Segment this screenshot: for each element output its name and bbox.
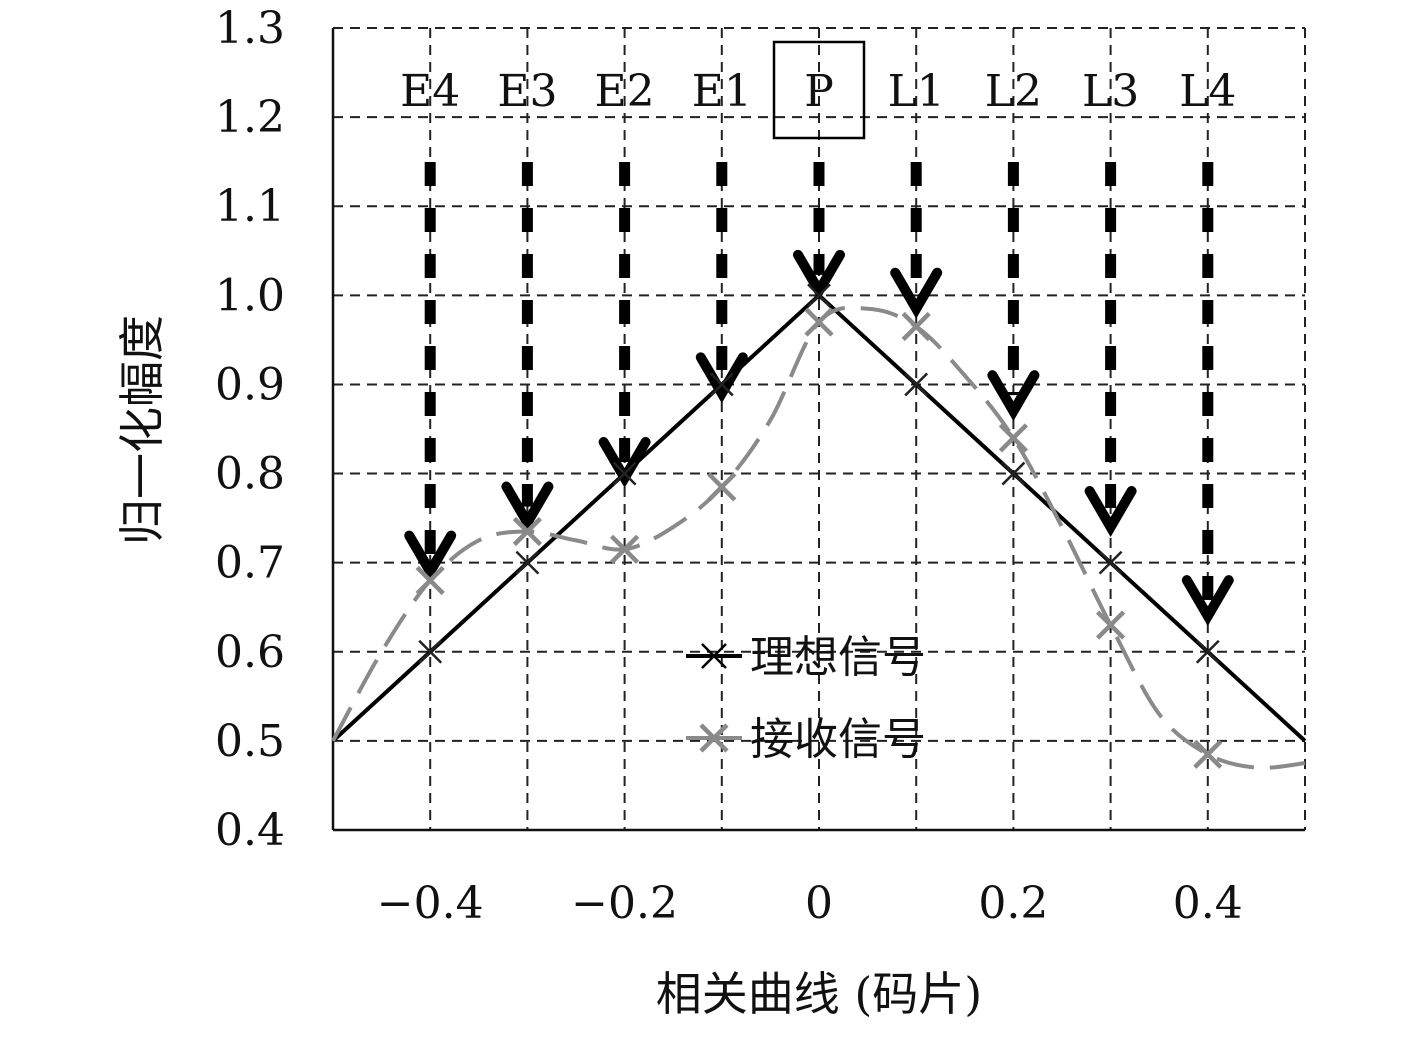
marker-stroke: [804, 307, 834, 337]
ideal-marker-point: [612, 461, 637, 486]
legend-cross: [699, 723, 729, 753]
received-marker-point: [901, 311, 931, 342]
x-tick-label: 0: [805, 878, 833, 929]
received-marker-point: [1193, 739, 1223, 769]
marker-stroke: [415, 565, 445, 596]
correlator-arrow-head-L3: [1084, 486, 1137, 537]
y-tick-label: 1.2: [215, 92, 285, 143]
plot-frame: [331, 27, 1306, 832]
x-tick-label: −0.2: [571, 878, 678, 929]
legend: 理想信号 接收信号: [686, 632, 926, 765]
marker-stroke: [512, 516, 542, 547]
x-tick-label: −0.4: [377, 878, 484, 929]
y-tick-label: 0.7: [215, 538, 285, 589]
received-marker-point: [1096, 610, 1126, 640]
marker-stroke: [707, 472, 737, 502]
x-tick-label: 0.4: [1173, 878, 1243, 929]
correlator-arrow-head-L1: [890, 267, 943, 319]
marker-stroke: [901, 311, 931, 342]
marker-stroke: [418, 639, 443, 664]
y-tick-label: 0.9: [215, 359, 285, 410]
y-tick-label: 1.3: [215, 3, 285, 54]
legend-marker-ideal: [701, 643, 727, 669]
series-markers: [415, 283, 1223, 769]
marker-stroke: [1098, 550, 1123, 575]
correlator-arrows: [404, 162, 1234, 627]
marker-stroke: [904, 372, 929, 397]
marker-stroke: [709, 372, 734, 397]
ideal-marker-point: [1001, 461, 1026, 486]
correlator-label-E4: E4: [400, 66, 460, 117]
y-axis-title: 归一化幅度: [115, 315, 169, 545]
marker-stroke: [998, 423, 1028, 453]
ideal-marker-point: [418, 639, 443, 664]
y-tick-label: 1.1: [215, 181, 285, 232]
marker-stroke: [1193, 739, 1223, 769]
ideal-marker-point: [807, 283, 831, 308]
legend-marker-received: [699, 723, 729, 753]
marker-stroke: [610, 534, 640, 564]
y-tick-label: 0.6: [215, 627, 285, 678]
ideal-marker-point: [709, 372, 734, 397]
legend-cross: [701, 643, 727, 669]
correlator-label-L1: L1: [888, 66, 945, 117]
correlator-label-E2: E2: [595, 66, 655, 117]
tick-labels: 0.4 0.5 0.6 0.7 0.8 0.9 1.0 1.1 1.2 1.3 −0.4 −0.2 0 0…: [215, 3, 1243, 929]
marker-stroke: [1096, 610, 1126, 640]
correlator-label-E1: E1: [692, 66, 752, 117]
marker-stroke: [612, 461, 637, 486]
marker-stroke: [1195, 639, 1220, 664]
correlator-arrow-head-E4: [404, 530, 457, 582]
received-marker-point: [610, 534, 640, 564]
received-marker-point: [707, 472, 737, 502]
correlator-arrow-head-E2: [598, 437, 651, 488]
ideal-marker-point: [1098, 550, 1123, 575]
legend-label-ideal: 理想信号: [750, 632, 926, 683]
ideal-marker-point: [515, 550, 540, 575]
correlator-arrow-head-P: [793, 249, 845, 301]
received-marker-point: [998, 423, 1028, 453]
correlator-label-P: P: [804, 66, 834, 117]
ideal-marker-point: [904, 372, 929, 397]
correlator-label-L2: L2: [985, 66, 1042, 117]
correlator-label-E3: E3: [497, 66, 557, 117]
prompt-label-box: [772, 40, 866, 140]
marker-stroke: [807, 283, 831, 308]
y-tick-label: 0.8: [215, 449, 285, 500]
x-axis-title: 相关曲线 (码片): [656, 967, 983, 1021]
y-tick-label: 0.4: [215, 805, 285, 856]
received-marker-point: [512, 516, 542, 547]
correlator-arrow-head-L2: [987, 370, 1040, 422]
x-tick-label: 0.2: [978, 878, 1048, 929]
correlator-arrow-head-L4: [1181, 575, 1234, 627]
ideal-marker-point: [1195, 639, 1220, 664]
marker-stroke: [515, 550, 540, 575]
marker-stroke: [1001, 461, 1026, 486]
y-tick-label: 0.5: [215, 716, 285, 767]
y-tick-label: 1.0: [215, 270, 285, 321]
grid: [333, 28, 1305, 830]
correlator-label-L3: L3: [1082, 66, 1139, 117]
received-marker-point: [804, 307, 834, 337]
correlator-arrow-head-E3: [501, 481, 554, 533]
correlator-label-L4: L4: [1179, 66, 1236, 117]
correlator-labels: E4 E3 E2 E1 P L1 L2 L3 L4: [400, 40, 1236, 140]
received-marker-point: [415, 565, 445, 596]
legend-label-received: 接收信号: [750, 714, 926, 765]
